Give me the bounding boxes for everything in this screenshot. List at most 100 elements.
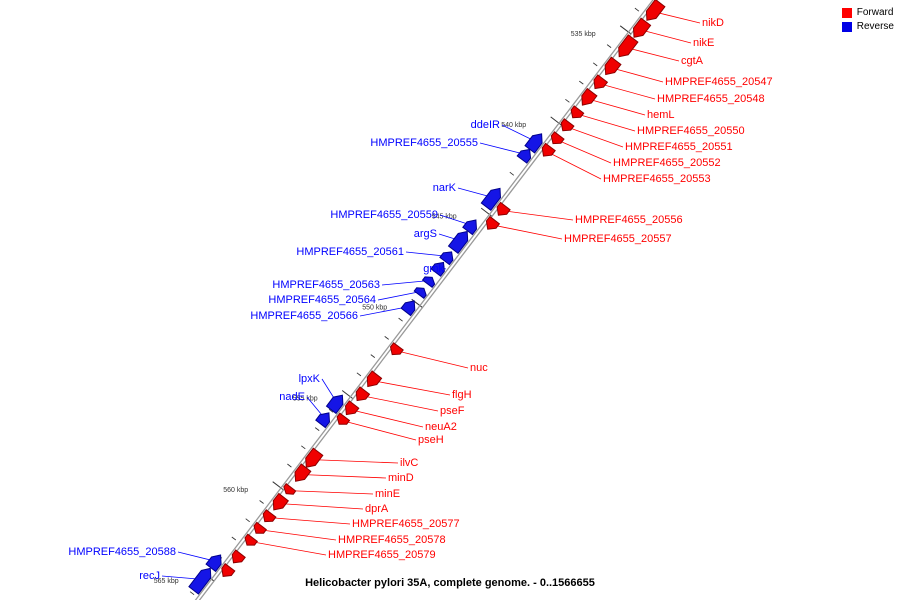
gene-arrow-unnamed[interactable] [221,562,236,577]
gene-label-HMPREF4655_20556[interactable]: HMPREF4655_20556 [575,214,683,226]
label-leader-line [575,113,636,132]
gene-arrow-lpxK[interactable] [325,394,344,415]
scale-tick-label: 535 kbp [571,31,596,38]
label-leader-line [395,350,469,369]
scale-tick-label: 560 kbp [223,487,248,494]
gene-arrow-HMPREF4655_20559[interactable] [462,219,478,236]
gene-arrow-HMPREF4655_20551[interactable] [560,118,575,132]
gene-label-flgH[interactable]: flgH [452,389,472,401]
gene-label-nadE[interactable]: nadE [279,391,305,403]
gene-arrow-nikE[interactable] [632,17,652,38]
gene-arrow-hemL[interactable] [581,87,598,106]
legend-label-reverse: Reverse [856,21,894,32]
gene-arrow-gmk[interactable] [430,261,445,277]
gene-label-pseF[interactable]: pseF [440,405,465,417]
gene-arrow-HMPREF4655_20548[interactable] [593,74,609,90]
minor-tick [592,62,598,67]
gene-arrow-flgH[interactable] [366,370,383,388]
gene-arrow-HMPREF4655_20557[interactable] [485,215,501,230]
gene-arrow-argS[interactable] [447,230,469,255]
gene-label-HMPREF4655_20559[interactable]: HMPREF4655_20559 [330,209,438,221]
gene-arrow-HMPREF4655_20577[interactable] [262,509,277,523]
gene-arrow-unnamed[interactable] [231,549,246,564]
gene-arrow-narK[interactable] [480,187,502,212]
gene-label-HMPREF4655_20579[interactable]: HMPREF4655_20579 [328,549,436,561]
legend-item-reverse: Reverse [841,21,894,32]
gene-arrow-HMPREF4655_20550[interactable] [570,105,585,119]
gene-label-HMPREF4655_20555[interactable]: HMPREF4655_20555 [370,137,478,149]
major-tick [341,390,354,400]
gene-label-hemL[interactable]: hemL [647,109,675,121]
gene-arrow-nuc[interactable] [389,342,404,356]
gene-label-nikD[interactable]: nikD [702,17,724,29]
gene-arrow-HMPREF4655_20547[interactable] [604,56,622,76]
gene-label-recJ[interactable]: recJ [139,570,160,582]
gene-arrow-HMPREF4655_20556[interactable] [496,201,511,216]
gene-arrow-cgtA[interactable] [618,34,639,58]
gene-arrow-HMPREF4655_20553[interactable] [541,142,556,157]
gene-arrow-dprA[interactable] [272,492,289,511]
gene-label-minE[interactable]: minE [375,488,400,500]
scale-tick-label: 550 kbp [362,305,387,312]
gene-arrow-neuA2[interactable] [344,400,360,416]
gene-label-HMPREF4655_20548[interactable]: HMPREF4655_20548 [657,93,765,105]
gene-arrow-HMPREF4655_20566[interactable] [400,300,416,317]
gene-label-argS[interactable]: argS [414,228,437,240]
gene-label-HMPREF4655_20577[interactable]: HMPREF4655_20577 [352,518,460,530]
gene-arrow-recJ[interactable] [188,567,212,595]
gene-label-ddeIR[interactable]: ddeIR [471,119,500,131]
gene-label-gmk[interactable]: gmk [423,263,444,275]
gene-label-HMPREF4655_20566[interactable]: HMPREF4655_20566 [250,310,358,322]
major-tick [272,481,285,491]
gene-label-HMPREF4655_20551[interactable]: HMPREF4655_20551 [625,141,733,153]
gene-label-dprA[interactable]: dprA [365,503,389,515]
minor-tick [245,518,250,523]
minor-tick [509,171,515,176]
gene-label-cgtA[interactable]: cgtA [681,55,704,67]
gene-arrow-HMPREF4655_20588[interactable] [205,554,222,573]
gene-arrow-ilvC[interactable] [305,447,324,468]
minor-tick [314,427,320,431]
gene-arrow-HMPREF4655_20561[interactable] [439,251,454,266]
label-leader-line [491,224,563,240]
gene-label-HMPREF4655_20578[interactable]: HMPREF4655_20578 [338,534,446,546]
label-leader-line [479,142,526,155]
gene-arrow-minD[interactable] [294,463,312,482]
gene-arrow-pseF[interactable] [355,386,371,402]
gene-label-ilvC[interactable]: ilvC [400,457,418,469]
gene-label-HMPREF4655_20563[interactable]: HMPREF4655_20563 [272,279,380,291]
gene-label-HMPREF4655_20547[interactable]: HMPREF4655_20547 [665,76,773,88]
gene-label-lpxK[interactable]: lpxK [299,373,321,385]
gene-label-pseH[interactable]: pseH [418,434,444,446]
scale-tick-label: 555 kbp [293,396,318,403]
gene-label-HMPREF4655_20588[interactable]: HMPREF4655_20588 [68,546,176,558]
label-leader-line [598,83,656,100]
gene-arrow-HMPREF4655_20555[interactable] [516,148,532,164]
gene-arrow-HMPREF4655_20564[interactable] [413,287,427,300]
gene-label-nikE[interactable]: nikE [693,37,714,49]
minor-tick [231,536,237,541]
gene-label-narK[interactable]: narK [433,182,457,194]
gene-label-HMPREF4655_20557[interactable]: HMPREF4655_20557 [564,233,672,245]
gene-arrow-HMPREF4655_20563[interactable] [421,276,436,288]
gene-label-HMPREF4655_20550[interactable]: HMPREF4655_20550 [637,125,745,137]
gene-label-minD[interactable]: minD [388,472,414,484]
gene-arrow-nikD[interactable] [645,0,666,21]
gene-arrow-HMPREF4655_20579[interactable] [244,533,259,546]
gene-label-HMPREF4655_20561[interactable]: HMPREF4655_20561 [296,246,404,258]
gene-arrow-ddeIR[interactable] [524,133,543,154]
minor-tick [398,317,403,322]
gene-arrow-nadE[interactable] [315,412,331,429]
gene-label-nuc[interactable]: nuc [470,362,488,374]
label-leader-line [377,291,422,301]
major-tick [480,207,493,217]
gene-arrow-pseH[interactable] [336,412,351,425]
gene-arrow-HMPREF4655_20578[interactable] [253,521,267,534]
gene-arrow-minE[interactable] [283,482,297,495]
gene-arrow-HMPREF4655_20552[interactable] [550,131,565,145]
gene-label-HMPREF4655_20552[interactable]: HMPREF4655_20552 [613,157,721,169]
gene-label-neuA2[interactable]: neuA2 [425,421,457,433]
gene-label-HMPREF4655_20553[interactable]: HMPREF4655_20553 [603,173,711,185]
gene-label-HMPREF4655_20564[interactable]: HMPREF4655_20564 [268,294,376,306]
